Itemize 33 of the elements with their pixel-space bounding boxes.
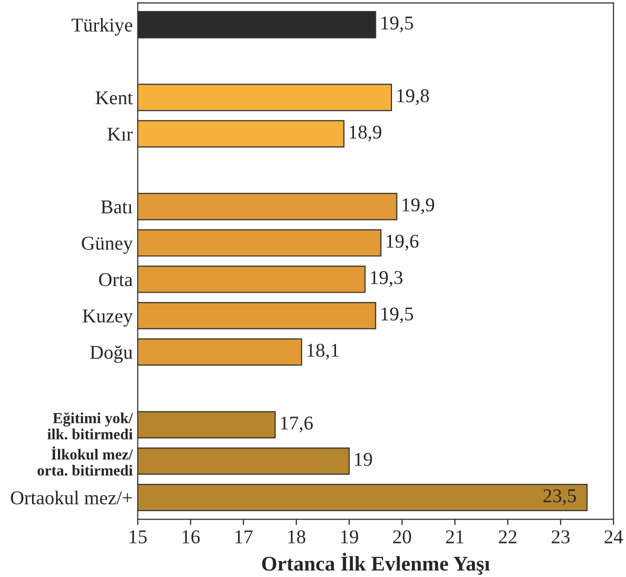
x-tick-label: 21 (446, 530, 464, 544)
y-tick-label: Ortaokul mez/+ (10, 490, 132, 504)
data-label: 19 (355, 452, 372, 466)
y-tick-label: Doğu (90, 345, 133, 363)
data-label: 19,3 (370, 271, 402, 287)
x-tick-label: 16 (182, 530, 200, 544)
x-tick-label: 22 (498, 530, 516, 544)
x-axis-title: Ortanca İlk Evlenme Yaşı (262, 552, 490, 575)
data-label: 19,9 (402, 198, 434, 214)
x-tick-label: 20 (393, 530, 412, 544)
data-label: 18,9 (350, 126, 382, 142)
x-tick-label: 19 (341, 530, 358, 544)
y-tick-label: Kır (108, 128, 133, 141)
y-tick-label: Batı (101, 200, 132, 214)
data-label: 19,5 (381, 307, 414, 324)
y-tick-label: Kuzey (82, 310, 133, 327)
y-tick-label: Orta (99, 273, 133, 286)
x-tick-label: 15 (130, 530, 147, 544)
x-tick-label: 23 (552, 530, 570, 544)
y-tick-label: Türkiye (72, 18, 132, 36)
x-tick-label: 18 (288, 530, 306, 544)
data-label: 23,5 (543, 489, 576, 506)
data-label: 17,6 (281, 416, 313, 432)
y-tick-label: Kent (96, 91, 133, 104)
data-label: 19,8 (397, 89, 429, 106)
x-tick-label: 24 (604, 530, 623, 544)
data-label: 19,6 (386, 234, 418, 251)
data-label: 19,5 (381, 16, 414, 32)
y-tick-label: İlkokul mez/ orta. bitirmedi (38, 446, 134, 476)
y-tick-label: Eğitimi yok/ ilk. bitirmedi (47, 412, 134, 440)
y-tick-label: Güney (82, 236, 133, 254)
x-tick-label: 17 (235, 530, 253, 544)
data-label: 18,1 (307, 344, 339, 360)
